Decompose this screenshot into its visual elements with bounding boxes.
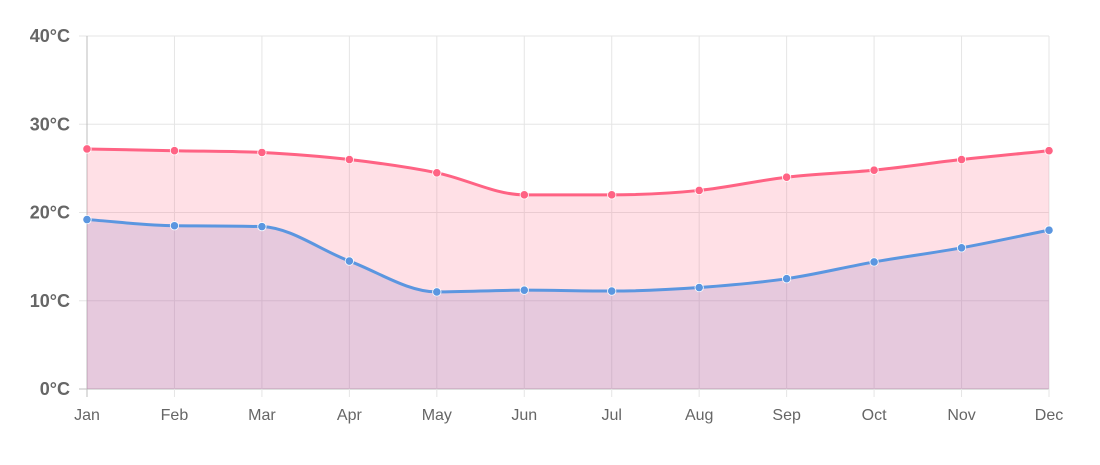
data-point-high-jul (607, 190, 617, 200)
x-tick-label: Nov (947, 407, 975, 424)
data-point-high-mar (257, 147, 267, 158)
series-line-high (86, 147, 1050, 197)
x-tick-label: Sep (772, 407, 801, 424)
data-point-low-aug (694, 282, 704, 293)
data-point-low-mar (257, 222, 267, 232)
data-point-high-aug (694, 185, 704, 196)
data-point-high-sep (782, 172, 792, 182)
series-line-low (86, 218, 1050, 294)
y-tick-label: 10°C (30, 291, 70, 311)
y-tick-label: 20°C (30, 203, 70, 223)
data-point-high-nov (956, 154, 967, 165)
x-tick-label: Feb (161, 407, 189, 424)
data-point-high-jun (519, 190, 529, 200)
data-point-low-nov (956, 243, 967, 253)
x-tick-label: Jun (511, 407, 537, 424)
data-point-high-jan (82, 144, 92, 154)
x-tick-label: Mar (248, 407, 276, 424)
y-tick-label: 30°C (30, 114, 70, 134)
data-point-low-jul (607, 286, 617, 296)
x-tick-label: Apr (337, 407, 363, 424)
y-tick-label: 0°C (40, 379, 70, 399)
y-tick-label: 40°C (30, 26, 70, 46)
data-point-high-oct (869, 165, 879, 175)
x-tick-label: Jul (602, 407, 622, 424)
data-point-high-dec (1044, 146, 1054, 156)
data-point-high-feb (169, 146, 180, 156)
x-tick-label: Jan (74, 407, 100, 424)
data-point-low-may (432, 287, 442, 297)
data-point-low-dec (1044, 225, 1054, 235)
x-tick-label: Aug (685, 407, 713, 424)
data-point-low-jun (519, 285, 529, 295)
data-point-low-apr (344, 256, 354, 266)
x-tick-label: Dec (1035, 407, 1063, 424)
area-fill-high (87, 148, 1049, 389)
area-fill-low (87, 219, 1049, 389)
data-point-high-apr (344, 154, 354, 165)
data-point-low-feb (169, 221, 180, 231)
data-point-high-may (432, 168, 442, 178)
x-tick-label: May (422, 407, 452, 424)
data-point-low-jan (82, 214, 92, 225)
data-point-low-sep (782, 274, 792, 284)
data-point-low-oct (869, 257, 879, 267)
x-tick-label: Oct (862, 407, 887, 424)
